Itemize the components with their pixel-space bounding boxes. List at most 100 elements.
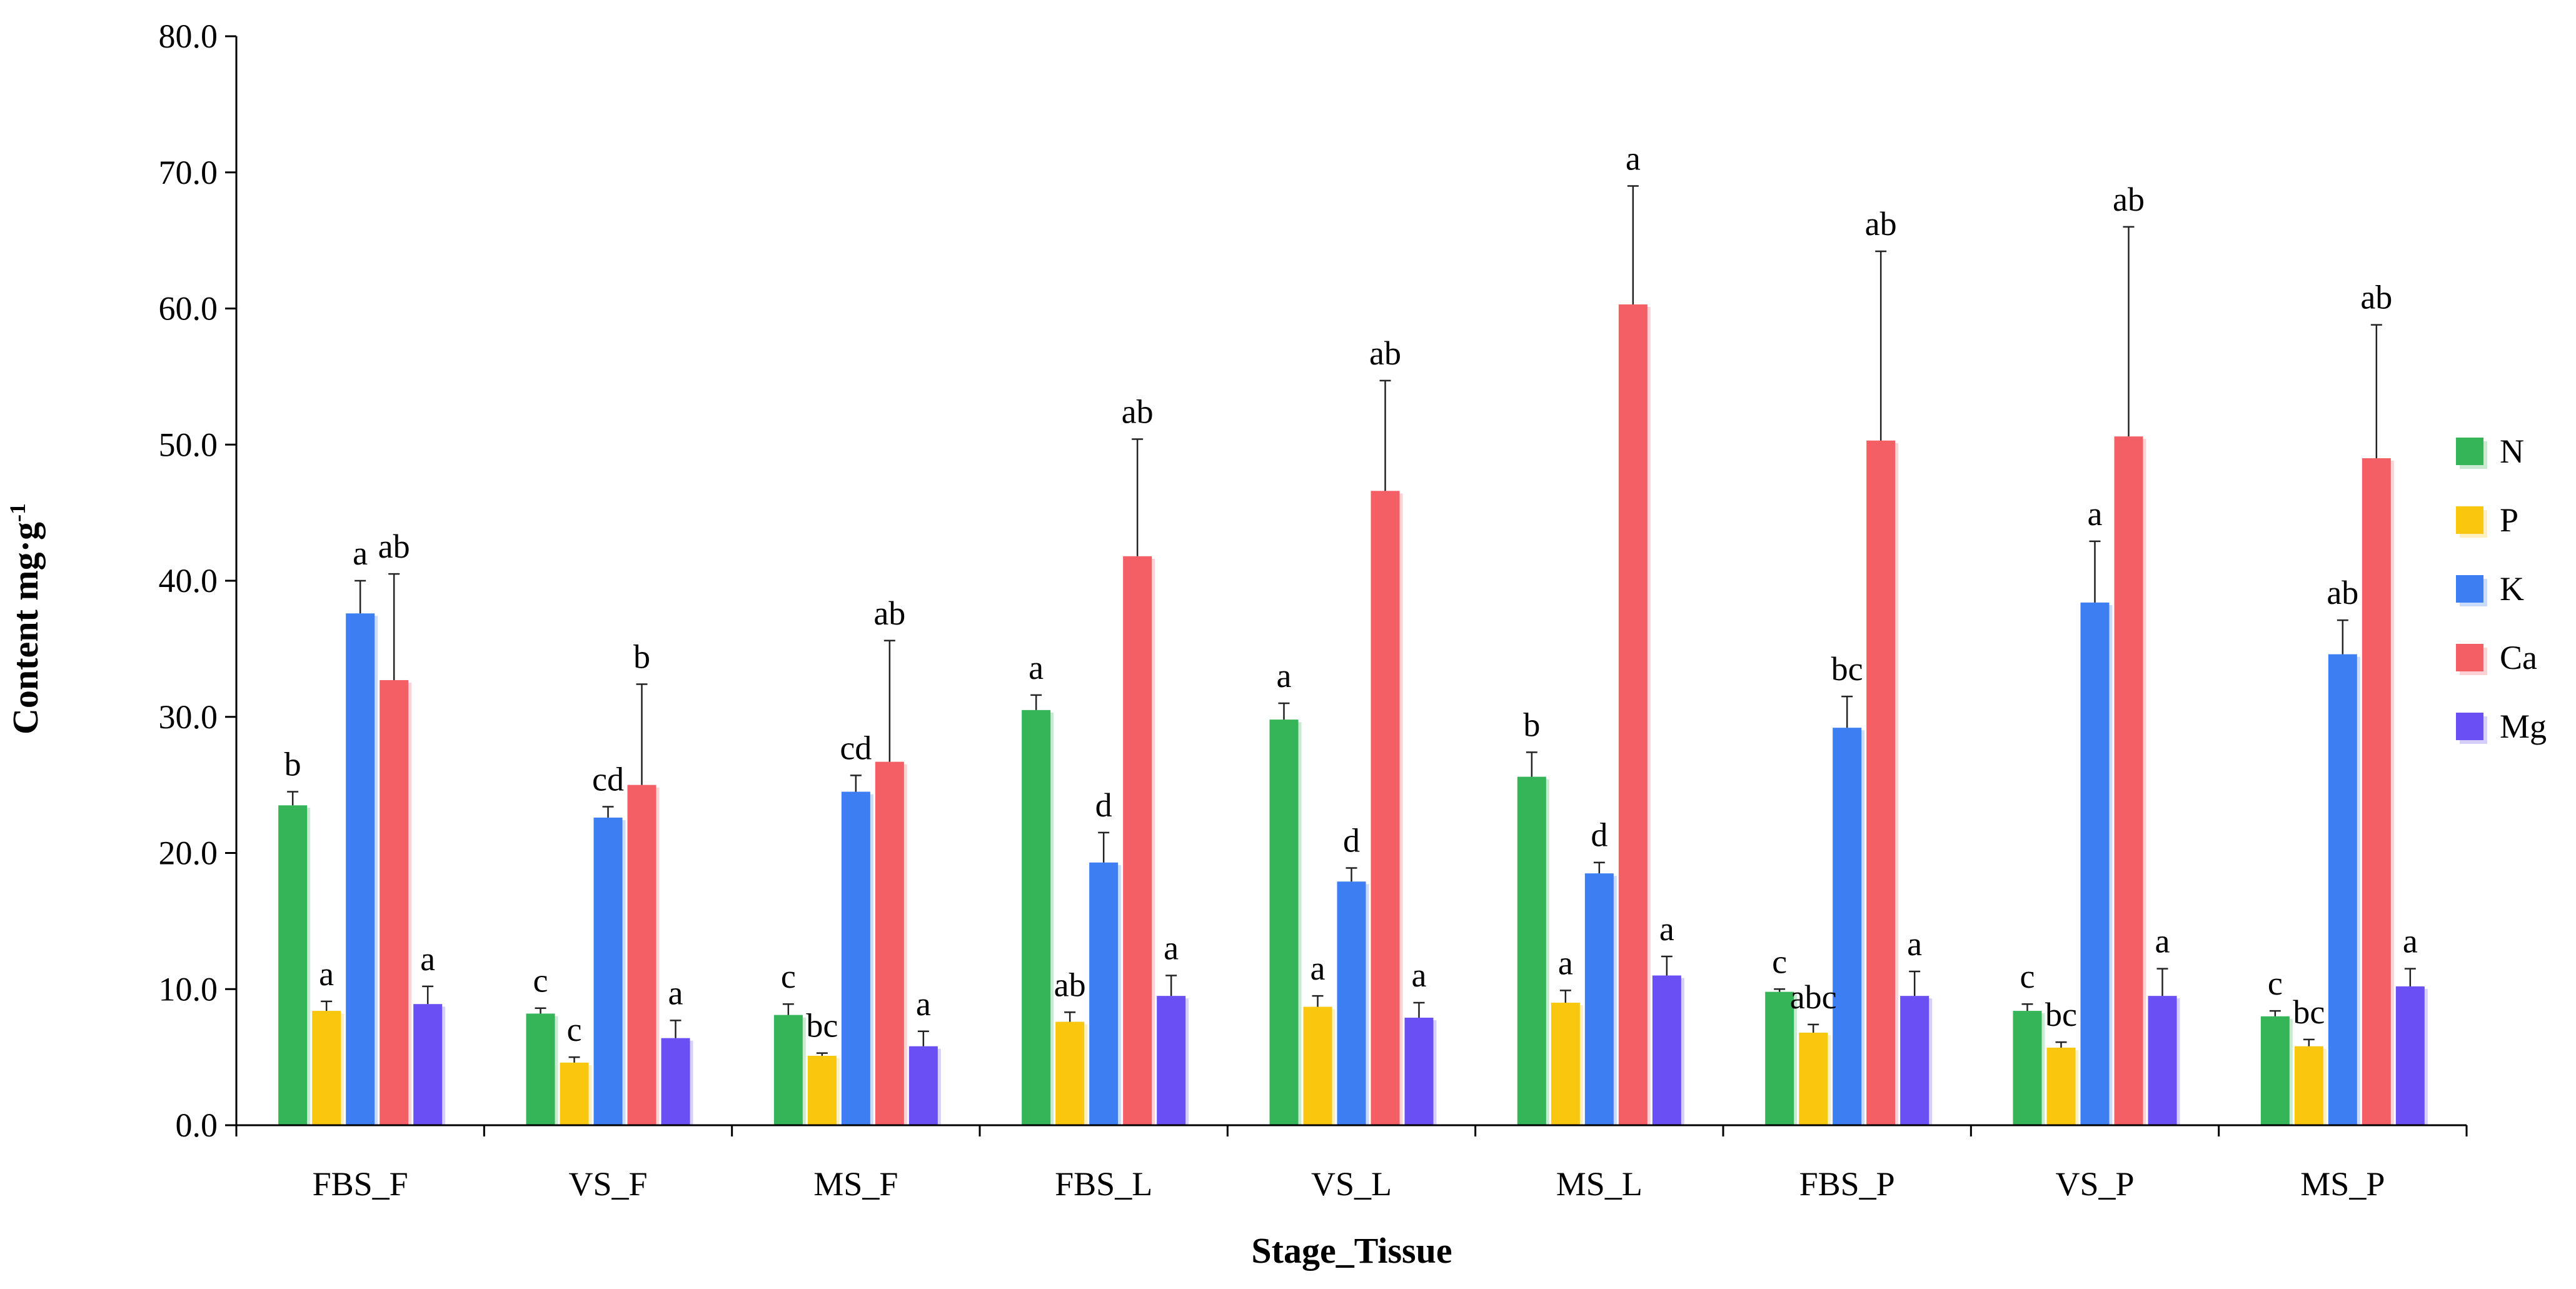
legend-label: K (2500, 570, 2524, 608)
significance-label: ab (2327, 574, 2358, 611)
bars-layer (278, 304, 2428, 1125)
bar-ca (875, 761, 904, 1125)
significance-label: a (1311, 950, 1326, 987)
significance-label: c (781, 958, 796, 995)
bar-ca (1866, 440, 1896, 1125)
significance-label: d (1343, 821, 1360, 859)
bar-k (346, 613, 375, 1125)
bar-p (807, 1055, 837, 1125)
significance-label: a (1164, 929, 1179, 966)
y-tick-label: 80.0 (159, 18, 218, 55)
significance-label: cd (592, 760, 624, 798)
x-ticks-layer: FBS_F VS_F MS_F FBS_L VS_L MS_L FBS_P VS_P MS_P (235, 1125, 2468, 1203)
bar-p (1055, 1021, 1085, 1125)
bar-n (2260, 1016, 2290, 1125)
bar-n (2013, 1011, 2042, 1125)
bar-mg (908, 1046, 938, 1125)
bar-k (2080, 602, 2110, 1125)
significance-label: bc (2045, 996, 2077, 1033)
bar-k (1833, 728, 1862, 1125)
bar-mg (2395, 986, 2425, 1125)
significance-label: a (1907, 925, 1922, 963)
significance-label: abc (1790, 978, 1837, 1016)
bar-k (1337, 881, 1366, 1125)
legend-swatch-n (2456, 438, 2483, 465)
bar-k (1089, 862, 1119, 1125)
legend-label: Ca (2500, 639, 2537, 676)
significance-label: c (533, 962, 548, 1000)
bar-mg (1900, 996, 1929, 1125)
significance-label: c (2020, 958, 2035, 995)
significance-label: c (2268, 965, 2283, 1002)
legend-label: Mg (2500, 708, 2547, 745)
bar-ca (380, 680, 409, 1125)
bar-k (1584, 873, 1614, 1125)
x-category-label: MS_P (2300, 1165, 2385, 1203)
bar-mg (1652, 975, 1681, 1125)
significance-label: ab (873, 594, 905, 632)
bar-mg (413, 1004, 443, 1125)
bar-p (1799, 1032, 1828, 1125)
bar-ca (1123, 556, 1152, 1125)
bar-ca (1371, 491, 1400, 1125)
significance-label: c (567, 1011, 582, 1048)
significance-label: ab (2113, 181, 2145, 218)
significance-label: bc (1831, 650, 1863, 688)
x-category-label: MS_L (1556, 1165, 1643, 1203)
bar-n (1517, 776, 1546, 1125)
significance-label: a (353, 534, 368, 572)
bar-n (1765, 991, 1794, 1125)
y-tick-label: 20.0 (159, 835, 218, 872)
legend: NPK Ca Mg (2456, 433, 2547, 745)
x-category-label: VS_P (2055, 1165, 2134, 1203)
x-category-label: FBS_F (313, 1165, 408, 1203)
y-tick-label: 0.0 (176, 1106, 218, 1144)
significance-label: ab (1369, 334, 1401, 372)
bar-n (773, 1015, 803, 1125)
significance-label: bc (806, 1007, 838, 1045)
significance-label: d (1591, 816, 1607, 854)
legend-swatch-p (2456, 506, 2483, 534)
significance-label: d (1095, 786, 1112, 824)
significance-label: a (1277, 657, 1292, 695)
bar-p (1303, 1006, 1332, 1125)
significance-label: a (2088, 495, 2103, 533)
significance-label: a (2403, 923, 2418, 960)
y-tick-label: 10.0 (159, 970, 218, 1008)
y-tick-label: 50.0 (159, 426, 218, 463)
bar-n (1022, 710, 1051, 1125)
bar-n (526, 1013, 555, 1125)
legend-label: P (2500, 501, 2518, 539)
significance-label: b (633, 638, 650, 675)
x-axis-title: Stage_Tissue (1251, 1230, 1452, 1271)
legend-swatch-ca (2456, 644, 2483, 671)
error-bars-layer (287, 185, 2416, 1063)
bar-n (278, 805, 308, 1125)
bar-k (593, 817, 623, 1125)
bar-p (560, 1062, 589, 1125)
significance-label: a (1558, 944, 1573, 981)
bar-k (2328, 654, 2357, 1125)
significance-label: a (916, 985, 931, 1023)
significance-label: b (1523, 706, 1540, 743)
legend-label: N (2500, 433, 2524, 470)
y-tick-label: 60.0 (159, 290, 218, 328)
significance-label: ab (1122, 393, 1154, 431)
x-category-label: VS_L (1311, 1165, 1392, 1203)
significance-label: a (420, 940, 435, 978)
significance-label: c (1772, 943, 1787, 980)
significance-label: ab (1054, 966, 1086, 1003)
bar-ca (1618, 304, 1648, 1125)
bar-n (1269, 720, 1299, 1125)
significance-label: a (2155, 923, 2170, 960)
bar-ca (627, 785, 657, 1125)
x-category-label: FBS_P (1799, 1165, 1895, 1203)
y-axis-title: Content mg·g-1 (5, 503, 46, 735)
y-tick-label: 30.0 (159, 698, 218, 736)
significance-label: b (284, 746, 301, 783)
y-tick-label: 70.0 (159, 154, 218, 191)
significance-label: ab (1865, 205, 1897, 243)
bar-mg (1404, 1017, 1434, 1125)
significance-label: ab (2360, 279, 2392, 316)
